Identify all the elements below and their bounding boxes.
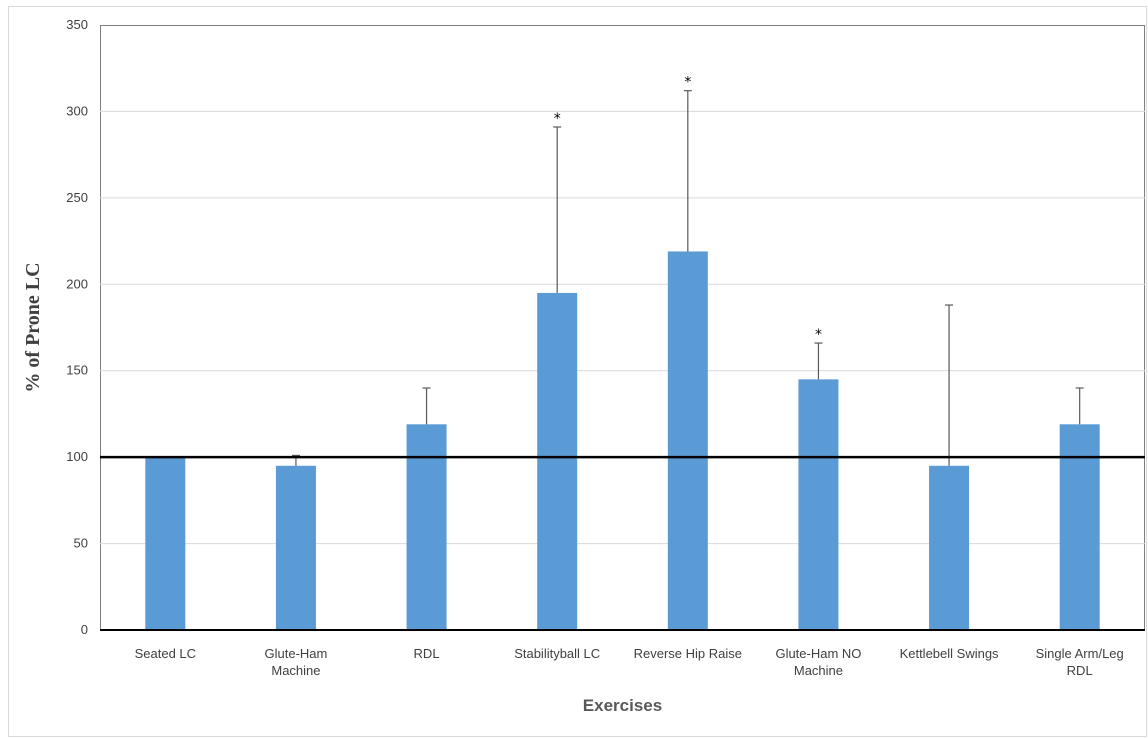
x-tick-label: Machine bbox=[794, 663, 843, 678]
plot-area-border bbox=[100, 25, 1145, 631]
x-tick-label: Machine bbox=[271, 663, 320, 678]
bar bbox=[798, 379, 839, 630]
y-tick-label: 0 bbox=[81, 622, 88, 637]
y-tick-label: 350 bbox=[66, 17, 88, 32]
bar bbox=[406, 424, 447, 630]
x-tick-label: Reverse Hip Raise bbox=[634, 646, 742, 661]
x-tick-label: Seated LC bbox=[135, 646, 196, 661]
bar bbox=[537, 292, 578, 630]
bar bbox=[667, 251, 708, 630]
x-tick-label: Kettlebell Swings bbox=[900, 646, 999, 661]
x-tick-label: Glute-Ham bbox=[265, 646, 328, 661]
y-axis-title: % of Prone LC bbox=[22, 262, 44, 392]
y-tick-label: 100 bbox=[66, 449, 88, 464]
y-tick-label: 300 bbox=[66, 103, 88, 118]
significance-marker: * bbox=[554, 111, 561, 127]
bar bbox=[275, 465, 316, 630]
x-axis-title: Exercises bbox=[583, 696, 662, 715]
y-tick-label: 150 bbox=[66, 363, 88, 378]
significance-marker: * bbox=[815, 327, 822, 343]
significance-marker: * bbox=[684, 75, 691, 91]
x-tick-label: RDL bbox=[1067, 663, 1093, 678]
x-tick-label: Stabilityball LC bbox=[514, 646, 600, 661]
y-tick-label: 250 bbox=[66, 190, 88, 205]
y-tick-label: 50 bbox=[74, 536, 88, 551]
x-tick-label: Single Arm/Leg bbox=[1036, 646, 1124, 661]
x-tick-label: Glute-Ham NO bbox=[775, 646, 861, 661]
figure-frame bbox=[8, 6, 1147, 737]
y-tick-label: 200 bbox=[66, 276, 88, 291]
bar bbox=[929, 465, 970, 630]
bar bbox=[145, 457, 186, 630]
x-tick-label: RDL bbox=[414, 646, 440, 661]
bar bbox=[1059, 424, 1100, 630]
